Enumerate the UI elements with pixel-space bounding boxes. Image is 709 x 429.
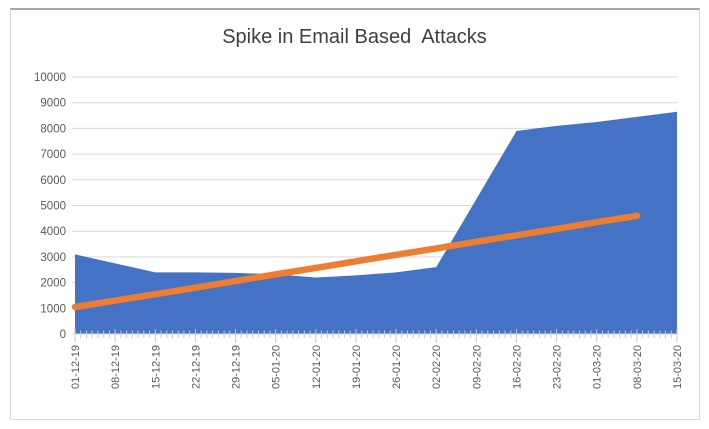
x-tick-label: 12-01-20 xyxy=(311,345,323,389)
x-tick-label: 16-02-20 xyxy=(511,345,523,389)
y-tick-label: 6000 xyxy=(40,175,66,187)
x-tick-label: 26-01-20 xyxy=(391,345,403,389)
y-tick-label: 7000 xyxy=(40,149,66,161)
area-series-email-attacks xyxy=(75,111,677,334)
chart-title: Spike in Email Based Attacks xyxy=(222,26,487,48)
x-tick-label: 15-12-19 xyxy=(150,345,162,389)
y-tick-label: 8000 xyxy=(40,123,66,135)
y-tick-label: 9000 xyxy=(40,98,66,110)
x-tick-label: 22-12-19 xyxy=(190,345,202,389)
trend-line-series xyxy=(71,212,641,311)
x-tick-label: 08-03-20 xyxy=(632,345,644,389)
y-tick-label: 10000 xyxy=(34,72,66,84)
y-tick-label: 0 xyxy=(60,329,66,341)
x-tick-label: 01-03-20 xyxy=(592,345,604,389)
x-tick-label: 01-12-19 xyxy=(70,345,82,389)
x-tick-label: 05-01-20 xyxy=(271,345,283,389)
y-tick-label: 3000 xyxy=(40,252,66,264)
x-tick-label: 29-12-19 xyxy=(231,345,243,389)
y-tick-label: 4000 xyxy=(40,226,66,238)
y-tick-label: 2000 xyxy=(40,278,66,290)
x-tick-label: 15-03-20 xyxy=(672,345,684,389)
x-tick-label: 19-01-20 xyxy=(351,345,363,389)
x-tick-label: 02-02-20 xyxy=(431,345,443,389)
y-tick-label: 5000 xyxy=(40,201,66,213)
x-tick-label: 09-02-20 xyxy=(471,345,483,389)
y-tick-label: 1000 xyxy=(40,303,66,315)
x-tick-label: 23-02-20 xyxy=(552,345,564,389)
x-tick-label: 08-12-19 xyxy=(110,345,122,389)
